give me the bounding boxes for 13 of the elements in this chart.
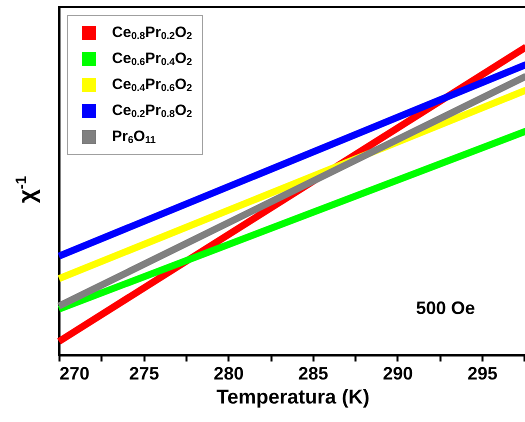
legend-label: Ce$_{0.2}$Pr$_{0.8}$O$_{2}$ [112,102,192,120]
legend-label: Ce$_{0.6}$Pr$_{0.4}$O$_{2}$ [112,50,192,68]
legend-label: Ce$_{0.4}$Pr$_{0.6}$O$_{2}$ [112,76,192,94]
x-tick-label: 275 [129,364,160,384]
legend-label: Ce$_{0.8}$Pr$_{0.2}$O$_{2}$ [112,24,192,42]
x-axis-title: Temperatura (K) [216,386,370,408]
x-tick-label: 285 [298,364,328,384]
annotation: 500 Oe [416,298,476,319]
x-tick-label: 280 [214,364,244,384]
legend-label: Pr$_{6}$O$_{11}$ [112,128,156,146]
x-tick-label: 295 [467,364,498,384]
x-tick-label: 290 [382,364,413,384]
x-tick-label: 270 [60,364,90,384]
